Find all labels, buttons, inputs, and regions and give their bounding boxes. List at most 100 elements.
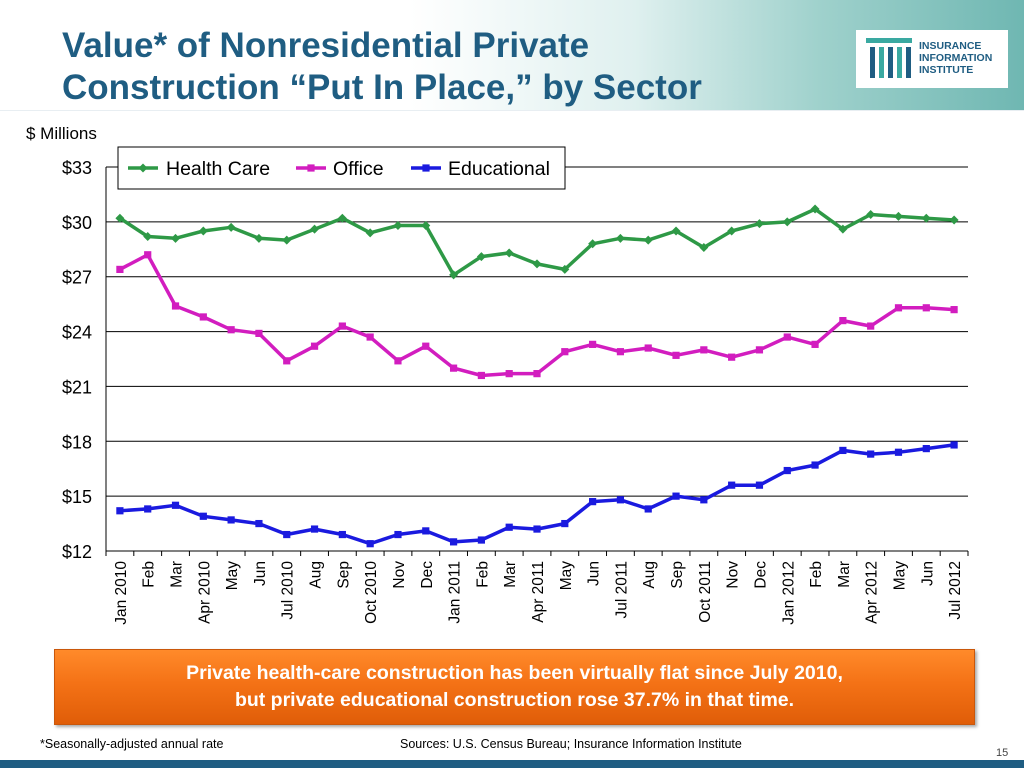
data-point	[839, 446, 847, 455]
title-divider	[0, 110, 1024, 111]
slide-title-line-2: Construction “Put In Place,” by Sector	[62, 68, 702, 107]
data-point	[589, 340, 597, 348]
data-point	[588, 239, 598, 249]
x-tick-label: Jul 2011	[613, 561, 630, 618]
data-point	[949, 215, 959, 225]
data-point	[560, 264, 570, 274]
footnote: *Seasonally-adjusted annual rate	[40, 737, 224, 751]
data-point	[338, 322, 346, 330]
series-line	[119, 253, 955, 378]
data-point	[616, 496, 625, 504]
data-point	[422, 342, 430, 350]
data-point	[393, 221, 403, 231]
data-point	[811, 340, 819, 348]
data-point	[922, 445, 930, 453]
data-point	[283, 357, 291, 365]
x-tick-label: Sep	[335, 561, 352, 589]
data-point	[365, 228, 375, 238]
data-point	[476, 252, 486, 262]
data-point	[644, 344, 652, 352]
data-point	[755, 481, 764, 489]
legend-marker	[307, 164, 315, 172]
y-tick-label: $24	[62, 323, 92, 343]
callout-box: Private health-care construction has bee…	[54, 649, 975, 725]
data-point	[394, 530, 402, 539]
data-point	[672, 492, 680, 500]
y-tick-label: $18	[62, 432, 92, 452]
data-point	[754, 219, 764, 229]
x-tick-label: Dec	[419, 561, 436, 589]
data-point	[533, 525, 541, 533]
data-point	[867, 450, 875, 458]
legend-marker	[138, 163, 148, 173]
callout-line-1: Private health-care construction has bee…	[186, 662, 843, 684]
data-point	[561, 348, 569, 356]
data-point	[366, 540, 374, 548]
iii-logo-icon	[866, 38, 912, 78]
data-point	[394, 357, 402, 365]
data-point	[449, 364, 458, 372]
bottom-bar	[0, 760, 1024, 768]
y-tick-label: $33	[62, 158, 92, 178]
x-tick-label: Mar	[502, 561, 519, 588]
data-point	[615, 233, 625, 243]
x-tick-label: Feb	[141, 561, 158, 588]
data-point	[337, 213, 347, 223]
data-point	[838, 224, 848, 234]
data-point	[366, 333, 374, 341]
data-point	[171, 233, 181, 243]
data-point	[700, 346, 708, 354]
y-tick-label: $15	[62, 487, 92, 507]
data-point	[921, 213, 931, 223]
data-point	[866, 210, 876, 220]
data-point	[310, 224, 320, 234]
line-chart: $12 $15 $18 $21 $24 $27 $30 $33 Jan 2010 Feb Mar Ap…	[62, 146, 969, 625]
logo-text: INSURANCE INFORMATION INSTITUTE	[919, 40, 992, 76]
data-point	[894, 448, 903, 456]
data-point	[755, 346, 764, 354]
x-tick-label: Jun	[586, 561, 603, 586]
data-point	[171, 302, 180, 310]
x-tick-label: Apr 2011	[530, 561, 547, 623]
data-point	[950, 306, 958, 314]
data-point	[783, 466, 791, 475]
data-point	[533, 370, 541, 378]
data-point	[867, 322, 875, 330]
x-tick-label: Apr 2010	[196, 561, 213, 624]
x-tick-label: Jun	[919, 561, 936, 586]
x-tick-label: Aug	[641, 561, 658, 589]
data-point	[255, 519, 263, 528]
data-point	[672, 351, 680, 359]
legend-label: Health Care	[166, 158, 270, 180]
x-tick-label: Feb	[808, 561, 825, 588]
data-point	[144, 505, 152, 513]
data-point	[143, 231, 153, 241]
data-point	[116, 265, 124, 273]
page-number: 15	[996, 747, 1009, 759]
data-point	[644, 505, 652, 513]
data-point	[115, 213, 125, 223]
data-point	[894, 304, 903, 312]
data-point	[310, 525, 319, 533]
data-point	[422, 527, 430, 535]
legend-marker	[422, 164, 430, 172]
data-point	[477, 371, 485, 380]
x-tick-label: Oct 2010	[363, 561, 380, 624]
data-point	[310, 342, 319, 350]
callout-line-2: but private educational construction ros…	[234, 689, 795, 711]
x-tick-label: Mar	[836, 561, 853, 588]
data-point	[504, 248, 514, 258]
y-tick-label: $21	[62, 377, 92, 397]
data-point	[421, 221, 431, 231]
legend-label: Office	[333, 158, 384, 180]
logo-line-2: INFORMATION	[919, 52, 993, 64]
data-point	[255, 329, 263, 337]
data-point	[505, 370, 513, 378]
x-tick-label: Mar	[169, 561, 186, 588]
data-point	[811, 461, 819, 469]
x-tick-label: Jan 2011	[447, 561, 464, 624]
data-point	[116, 507, 124, 515]
x-tick-label: Jun	[252, 561, 269, 586]
x-tick-label: Sep	[669, 561, 686, 589]
data-point	[922, 304, 930, 312]
